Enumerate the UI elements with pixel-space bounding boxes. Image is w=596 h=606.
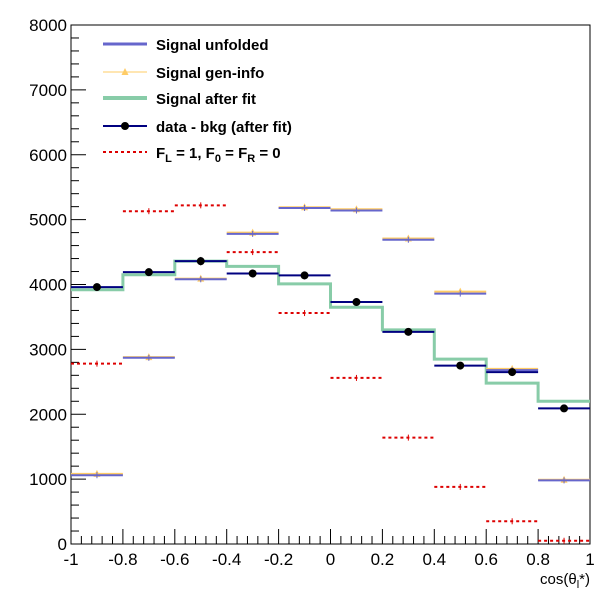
y-axis: 0 1000 2000 3000 4000 5000 6000 7000 8000 xyxy=(29,16,86,554)
legend-data-marker xyxy=(121,122,129,130)
legend-fl1-subscript: 0 xyxy=(215,153,221,165)
legend-fl1-text: = 1, F xyxy=(172,145,215,162)
x-tick-label: -1 xyxy=(63,550,78,569)
series-fl1 xyxy=(71,202,590,544)
x-tick-label: 0.8 xyxy=(526,550,550,569)
legend-fl1-text: = 0 xyxy=(255,145,280,162)
x-tick-label: 0.2 xyxy=(371,550,395,569)
series-signal-unfolded xyxy=(71,204,590,484)
y-tick-label: 2000 xyxy=(29,405,67,424)
x-axis-title-sub: l xyxy=(577,579,579,591)
y-tick-label: 1000 xyxy=(29,470,67,489)
x-tick-label: 0.6 xyxy=(474,550,498,569)
x-tick-label: 0.4 xyxy=(422,550,446,569)
legend-fl1-subscript: L xyxy=(165,153,172,165)
data-point xyxy=(560,404,569,413)
x-axis: -1 -0.8 -0.6 -0.4 -0.2 0 0.2 0.4 0.6 0.8 1 xyxy=(63,529,595,569)
legend-gen-info-marker xyxy=(121,68,129,75)
signal-after-fit-line xyxy=(71,259,590,403)
data-point xyxy=(300,271,309,280)
x-tick-label: -0.8 xyxy=(108,550,137,569)
legend-fl1-text: = F xyxy=(221,145,247,162)
data-point xyxy=(508,368,517,377)
legend: Signal unfolded Signal gen-info Signal aft… xyxy=(103,37,292,165)
x-tick-label: -0.6 xyxy=(160,550,189,569)
y-tick-label: 4000 xyxy=(29,276,67,295)
legend-gen-info-label: Signal gen-info xyxy=(156,65,264,82)
y-tick-label: 0 xyxy=(58,535,67,554)
y-tick-label: 6000 xyxy=(29,146,67,165)
x-axis-title-end: *) xyxy=(579,571,590,588)
legend-unfolded-label: Signal unfolded xyxy=(156,37,269,54)
legend-fl1-subscript: R xyxy=(247,153,255,165)
data-point xyxy=(456,361,465,370)
y-tick-label: 3000 xyxy=(29,340,67,359)
legend-fl1-label: FL = 1, F0 = FR = 0 xyxy=(156,145,281,165)
data-point xyxy=(92,283,101,292)
x-axis-title: cos(θl*) xyxy=(540,571,590,591)
data-point xyxy=(248,269,257,278)
data-point xyxy=(196,257,205,266)
legend-fl1-text: F xyxy=(156,145,165,162)
y-tick-label: 8000 xyxy=(29,16,67,35)
x-tick-label: -0.4 xyxy=(212,550,241,569)
series-signal-after-fit xyxy=(71,259,590,403)
series-data-bkg xyxy=(71,256,590,413)
data-point xyxy=(404,327,413,336)
legend-data-label: data - bkg (after fit) xyxy=(156,119,292,136)
data-point xyxy=(144,268,153,277)
data-point xyxy=(352,298,361,307)
y-tick-label: 7000 xyxy=(29,81,67,100)
x-tick-label: 1 xyxy=(585,550,594,569)
y-tick-label: 5000 xyxy=(29,211,67,230)
x-tick-label: -0.2 xyxy=(264,550,293,569)
series-layer xyxy=(71,202,590,544)
x-tick-label: 0 xyxy=(326,550,335,569)
x-axis-title-main: cos(θ xyxy=(540,571,577,588)
series-signal-gen-info xyxy=(71,203,590,483)
legend-after-fit-label: Signal after fit xyxy=(156,91,256,108)
